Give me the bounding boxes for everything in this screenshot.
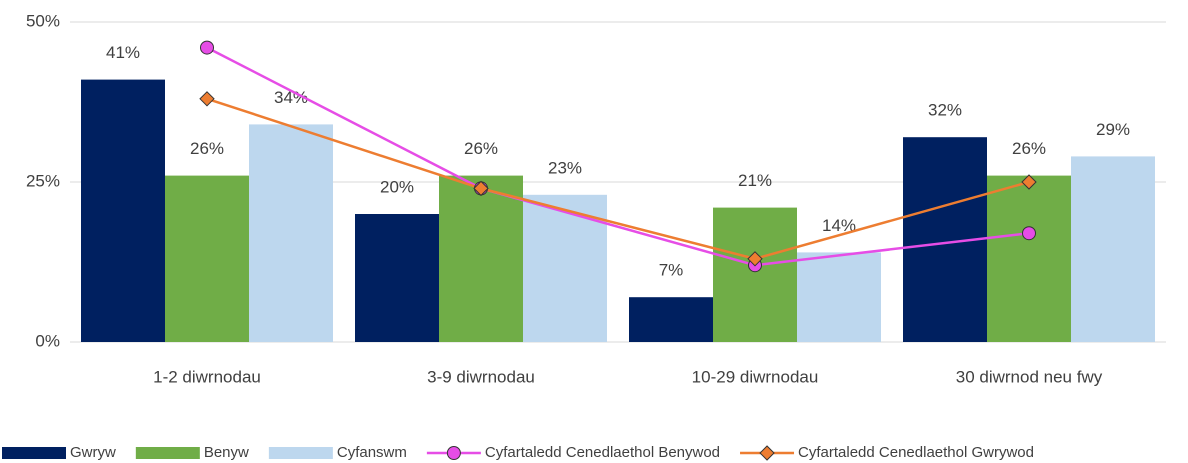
legend-label: Gwryw xyxy=(70,444,116,461)
bar xyxy=(81,79,165,342)
legend-marker xyxy=(446,446,461,460)
data-label: 29% xyxy=(1096,120,1130,139)
line-marker xyxy=(473,180,489,197)
data-label: 14% xyxy=(822,216,856,235)
legend-label: Benyw xyxy=(204,444,249,461)
data-label: 26% xyxy=(1012,139,1046,158)
y-tick-label: 0% xyxy=(35,331,60,350)
data-label: 23% xyxy=(548,158,582,177)
data-label: 32% xyxy=(928,101,962,120)
y-tick-label: 25% xyxy=(26,171,60,190)
bar xyxy=(439,175,523,342)
legend-marker xyxy=(759,445,775,461)
bar xyxy=(249,124,333,343)
line xyxy=(206,97,1030,261)
data-label: 21% xyxy=(738,171,772,190)
legend-swatch xyxy=(2,447,66,459)
data-label: 7% xyxy=(659,261,684,280)
bar xyxy=(1071,156,1155,342)
line-marker xyxy=(199,91,215,107)
bar xyxy=(355,214,439,342)
line-marker xyxy=(747,251,763,267)
bar xyxy=(797,252,881,342)
line-marker xyxy=(200,40,214,55)
line xyxy=(206,46,1030,267)
legend-swatch xyxy=(268,447,333,459)
legend-label: Cyfanswm xyxy=(337,444,407,461)
bar xyxy=(987,175,1071,342)
legend-label: Cyfartaledd Cenedlaethol Gwrywod xyxy=(798,444,1034,461)
data-label: 26% xyxy=(464,139,498,158)
data-label: 20% xyxy=(380,177,414,196)
bar xyxy=(713,207,797,342)
bar xyxy=(165,175,249,342)
data-label: 26% xyxy=(190,139,224,158)
x-tick-label: 10-29 diwrnodau xyxy=(692,367,819,386)
legend-swatch xyxy=(135,447,200,459)
bar xyxy=(629,297,713,342)
x-tick-label: 1-2 diwrnodau xyxy=(153,367,261,386)
data-label: 41% xyxy=(106,43,140,62)
y-tick-label: 50% xyxy=(26,11,60,30)
line-marker xyxy=(1021,174,1037,190)
x-tick-label: 3-9 diwrnodau xyxy=(427,367,535,386)
line-marker xyxy=(1022,226,1036,241)
data-label: 34% xyxy=(274,88,308,107)
x-tick-label: 30 diwrnod neu fwy xyxy=(956,367,1103,386)
legend-label: Cyfartaledd Cenedlaethol Benywod xyxy=(485,444,720,461)
